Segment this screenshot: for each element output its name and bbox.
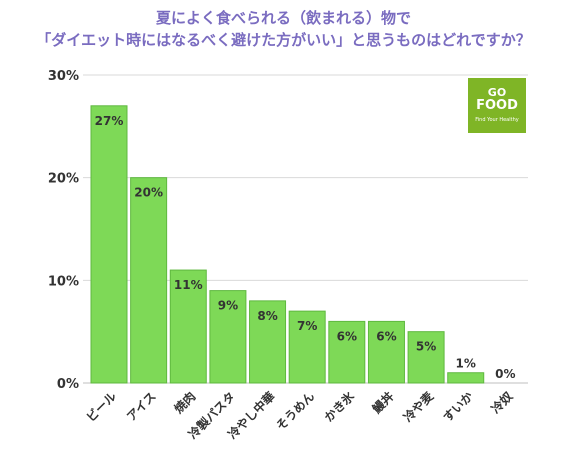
x-tick-label: アイス (124, 389, 159, 424)
bar (209, 290, 247, 384)
data-label: 6% (337, 329, 357, 343)
chart-title-line-2: 「ダイエット時にはなるべく避けた方がいい」と思うものはどれですか？ (36, 31, 531, 49)
data-label: 27% (95, 114, 124, 128)
bar (407, 331, 445, 384)
x-tick-label: そうめん (273, 389, 317, 433)
data-label: 5% (416, 340, 436, 354)
x-tick-label: 鰻丼 (369, 389, 397, 417)
bar (90, 105, 128, 384)
x-tick-label: かき氷 (321, 388, 358, 425)
chart-title-line-1: 夏によく食べられる（飲まれる）物で (155, 9, 411, 27)
bar (367, 320, 405, 384)
data-label: 11% (174, 278, 203, 292)
bar (249, 300, 287, 384)
data-label: 0% (495, 367, 515, 381)
logo-text-food: FOOD (476, 98, 518, 113)
bar (328, 320, 366, 384)
data-label: 9% (218, 299, 238, 313)
logo-tagline: Find Your Healthy (475, 117, 519, 123)
go-food-logo: GO FOOD Find Your Healthy (468, 78, 526, 133)
data-label: 8% (257, 309, 277, 323)
bar (130, 177, 168, 384)
data-label: 7% (297, 319, 317, 333)
x-tick-label: 焼肉 (171, 389, 199, 417)
x-tick-label: ビール (83, 389, 119, 425)
bar (288, 310, 326, 384)
bar (447, 372, 485, 384)
data-label: 1% (456, 357, 476, 371)
y-tick-label: 30% (48, 69, 79, 84)
y-tick-label: 0% (57, 377, 79, 392)
bar (169, 269, 207, 384)
x-tick-label: 冷や麦 (400, 388, 437, 425)
y-tick-label: 20% (48, 172, 79, 187)
data-label: 20% (134, 186, 163, 200)
y-tick-label: 10% (48, 274, 79, 289)
x-tick-label: すいか (440, 389, 475, 424)
data-label: 6% (376, 329, 396, 343)
x-tick-label: 冷奴 (488, 389, 516, 417)
logo-text-go: GO (487, 86, 507, 99)
